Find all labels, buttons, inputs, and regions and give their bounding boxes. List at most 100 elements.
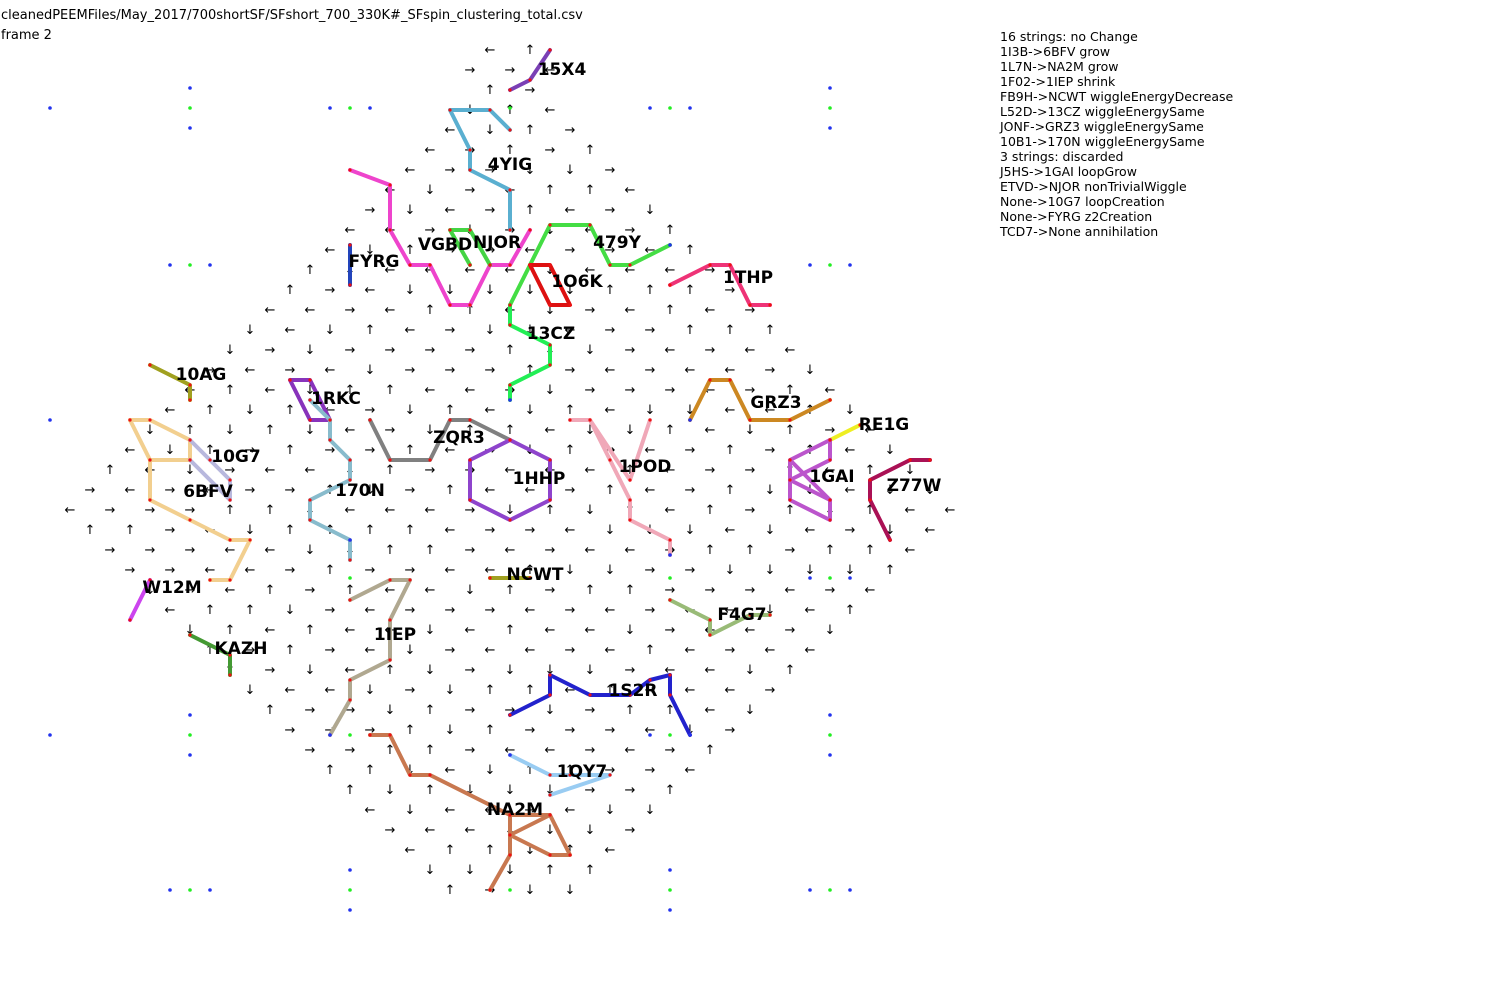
spin-arrow: ←	[845, 483, 856, 498]
spin-arrow: ←	[405, 163, 416, 178]
string-node	[868, 478, 872, 482]
string-node	[548, 263, 552, 267]
legend-line: 16 strings: no Change	[1000, 29, 1138, 44]
spin-arrow: ↓	[525, 323, 536, 338]
boundary-marker	[828, 126, 832, 130]
boundary-marker	[828, 106, 832, 110]
string-node	[708, 263, 712, 267]
spin-arrow: →	[605, 203, 616, 218]
spin-arrow: ←	[925, 523, 936, 538]
boundary-marker	[848, 888, 852, 892]
string-node	[608, 263, 612, 267]
spin-arrow: ↓	[305, 543, 316, 558]
boundary-marker	[48, 733, 52, 737]
string-node	[548, 853, 552, 857]
string-node	[548, 363, 552, 367]
spin-arrow: →	[605, 763, 616, 778]
spin-arrow: ←	[565, 203, 576, 218]
spin-arrow: →	[505, 63, 516, 78]
spin-arrow: ←	[805, 603, 816, 618]
string-node	[588, 223, 592, 227]
string-node	[488, 888, 492, 892]
string-node	[548, 303, 552, 307]
spin-arrow: ←	[865, 423, 876, 438]
spin-arrow: ↓	[445, 683, 456, 698]
spin-arrow: ↑	[405, 723, 416, 738]
spin-arrow: ←	[605, 643, 616, 658]
string-path-1s2r	[508, 673, 692, 737]
spin-arrow: ↓	[645, 803, 656, 818]
spin-arrow: ↑	[225, 503, 236, 518]
string-node	[388, 228, 392, 232]
string-node	[348, 598, 352, 602]
string-node	[828, 458, 832, 462]
spin-arrow: →	[305, 583, 316, 598]
boundary-marker	[508, 753, 512, 757]
spin-arrow: ←	[605, 843, 616, 858]
spin-arrow: ←	[765, 403, 776, 418]
spin-arrow: ←	[425, 383, 436, 398]
string-node	[388, 658, 392, 662]
spin-arrow: ↓	[225, 343, 236, 358]
spin-arrow: ↑	[865, 543, 876, 558]
spin-arrow: ↑	[205, 403, 216, 418]
boundary-marker	[188, 263, 192, 267]
spin-arrow: →	[485, 243, 496, 258]
spin-arrow: →	[465, 543, 476, 558]
spin-arrow: ↓	[305, 383, 316, 398]
spin-arrow: ↓	[585, 343, 596, 358]
string-node	[548, 458, 552, 462]
spin-arrow: →	[285, 363, 296, 378]
spin-arrow: ←	[645, 443, 656, 458]
spin-arrow: ←	[465, 623, 476, 638]
spin-arrow: →	[445, 363, 456, 378]
string-path-1gai	[788, 438, 832, 522]
spin-arrow: →	[705, 463, 716, 478]
boundary-marker	[348, 538, 352, 542]
spin-arrow: →	[645, 603, 656, 618]
spin-arrow: ↑	[685, 323, 696, 338]
spin-arrow: ←	[665, 263, 676, 278]
legend-line: JONF->GRZ3 wiggleEnergySame	[1000, 119, 1204, 134]
spin-arrow: ↑	[485, 843, 496, 858]
string-node	[888, 538, 892, 542]
legend-line: 3 strings: discarded	[1000, 149, 1124, 164]
spin-arrow: ↓	[365, 243, 376, 258]
boundary-marker	[648, 106, 652, 110]
string-node	[628, 263, 632, 267]
spin-arrow: ←	[605, 403, 616, 418]
spin-arrow: ←	[225, 543, 236, 558]
spin-arrow: ←	[685, 363, 696, 378]
spin-arrow: ←	[425, 583, 436, 598]
spin-arrow: ←	[585, 463, 596, 478]
spin-arrow: →	[245, 443, 256, 458]
spin-arrow: →	[485, 203, 496, 218]
spin-arrow: ←	[385, 263, 396, 278]
spin-arrow: ←	[165, 603, 176, 618]
boundary-marker	[808, 576, 812, 580]
string-label-re1g: RE1G	[859, 415, 910, 435]
spin-arrow: ↓	[525, 883, 536, 898]
spin-arrow: ←	[565, 523, 576, 538]
spin-arrow: ↑	[665, 423, 676, 438]
spin-arrow: ↑	[445, 843, 456, 858]
string-node	[668, 538, 672, 542]
spin-arrow: ↓	[405, 803, 416, 818]
spin-arrow: ←	[585, 623, 596, 638]
spin-arrow: →	[625, 223, 636, 238]
spin-arrow: →	[285, 563, 296, 578]
string-node	[728, 378, 732, 382]
spin-arrow: ↑	[345, 783, 356, 798]
spin-arrow: ←	[705, 423, 716, 438]
string-label-1rkc: 1RKC	[311, 389, 361, 409]
string-label-f4g7: F4G7	[717, 605, 766, 625]
spin-arrow: ←	[485, 483, 496, 498]
boundary-marker	[508, 398, 512, 402]
spin-arrow: ←	[645, 723, 656, 738]
spin-arrow: →	[445, 243, 456, 258]
spin-arrow: ←	[825, 463, 836, 478]
spin-arrow: ↓	[685, 723, 696, 738]
spin-arrow: ↑	[405, 523, 416, 538]
string-node	[708, 633, 712, 637]
spin-arrow: ↑	[525, 683, 536, 698]
